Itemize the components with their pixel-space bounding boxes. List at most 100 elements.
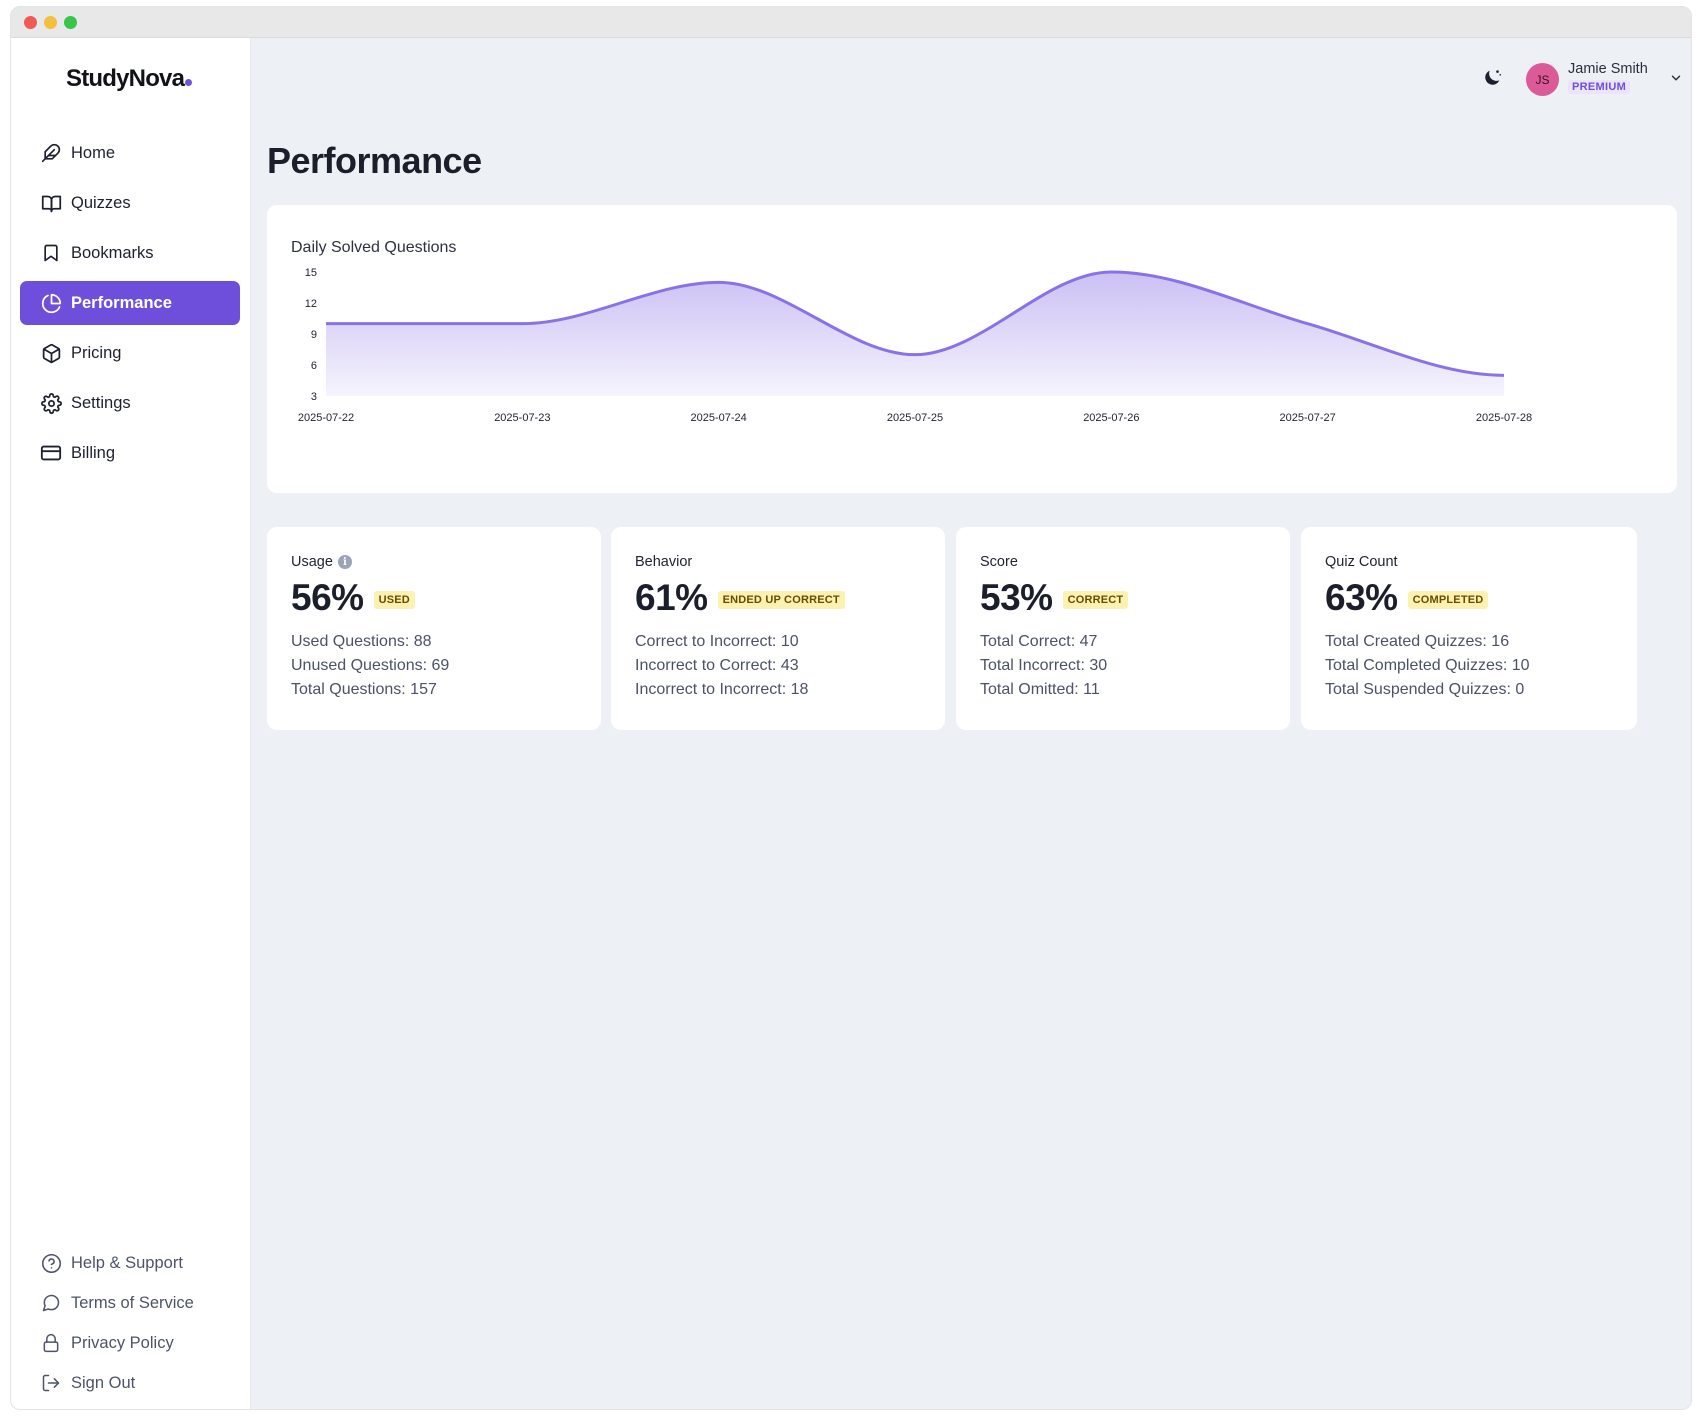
x-tick-label: 2025-07-27 xyxy=(1280,412,1336,424)
stat-line: Total Omitted: 11 xyxy=(980,681,1100,698)
stat-line: Total Completed Quizzes: 10 xyxy=(1325,657,1530,674)
bookmark-icon xyxy=(40,242,62,264)
status-badge: COMPLETED xyxy=(1407,591,1489,609)
x-tick-label: 2025-07-26 xyxy=(1083,412,1139,424)
stat-line: Total Suspended Quizzes: 0 xyxy=(1325,681,1525,698)
sidebar-item-settings[interactable]: Settings xyxy=(20,381,240,425)
stat-label-text: Score xyxy=(980,554,1018,570)
x-tick-label: 2025-07-23 xyxy=(494,412,550,424)
dark-mode-toggle-icon[interactable] xyxy=(1481,67,1505,91)
plan-badge: PREMIUM xyxy=(1568,80,1631,94)
help-circle-icon xyxy=(40,1252,62,1274)
page-title: Performance xyxy=(267,140,482,181)
stat-label: Usage i xyxy=(291,554,352,570)
stat-value: 61% xyxy=(635,577,708,618)
sidebar: StudyNova Home Quizzes Bookmarks xyxy=(11,38,251,1409)
window-titlebar xyxy=(11,7,1691,38)
stat-line: Total Correct: 47 xyxy=(980,633,1098,650)
usage-card: Usage i 56% USED Used Questions: 88 Unuse… xyxy=(267,527,601,730)
sidebar-item-label: Performance xyxy=(71,293,172,312)
stat-label: Quiz Count xyxy=(1325,554,1398,570)
feather-icon xyxy=(40,142,62,164)
chart-title: Daily Solved Questions xyxy=(291,239,457,256)
sidebar-item-bookmarks[interactable]: Bookmarks xyxy=(20,231,240,275)
sidebar-item-billing[interactable]: Billing xyxy=(20,431,240,475)
sidebar-item-label: Home xyxy=(71,143,116,162)
stat-label: Score xyxy=(980,554,1018,570)
stat-lines: Total Correct: 47 Total Incorrect: 30 To… xyxy=(980,630,1107,702)
status-badge: USED xyxy=(373,591,415,609)
sidebar-item-label: Quizzes xyxy=(71,193,131,212)
terms-of-service-link[interactable]: Terms of Service xyxy=(20,1283,240,1323)
sidebar-item-label: Billing xyxy=(71,443,116,462)
help-support-label: Help & Support xyxy=(71,1253,183,1272)
sidebar-item-label: Bookmarks xyxy=(71,243,154,262)
y-tick-label: 12 xyxy=(305,298,317,310)
sidebar-item-quizzes[interactable]: Quizzes xyxy=(20,181,240,225)
book-open-icon xyxy=(40,192,62,214)
stat-line: Used Questions: 88 xyxy=(291,633,432,650)
user-name[interactable]: Jamie Smith xyxy=(1568,61,1648,77)
x-tick-label: 2025-07-25 xyxy=(887,412,943,424)
message-circle-icon xyxy=(40,1292,62,1314)
privacy-policy-label: Privacy Policy xyxy=(71,1333,174,1352)
lock-icon xyxy=(40,1332,62,1354)
terms-of-service-label: Terms of Service xyxy=(71,1293,194,1312)
sidebar-item-label: Pricing xyxy=(71,343,122,362)
sidebar-item-home[interactable]: Home xyxy=(20,131,240,175)
stat-value: 53% xyxy=(980,577,1053,618)
avatar[interactable]: JS xyxy=(1526,63,1559,96)
maximize-window-button[interactable] xyxy=(64,16,77,29)
box-icon xyxy=(40,342,62,364)
series-line xyxy=(325,270,1505,377)
help-support-link[interactable]: Help & Support xyxy=(20,1243,240,1283)
stat-value-row: 56% USED xyxy=(291,577,415,619)
brand-logo[interactable]: StudyNova xyxy=(66,65,193,93)
app-window: StudyNova Home Quizzes Bookmarks xyxy=(10,6,1692,1410)
stat-lines: Used Questions: 88 Unused Questions: 69 … xyxy=(291,630,449,702)
info-icon[interactable]: i xyxy=(337,555,352,569)
pie-chart-icon xyxy=(40,292,62,314)
brand-dot xyxy=(185,79,193,86)
main-nav: Home Quizzes Bookmarks Performance xyxy=(20,131,240,481)
stat-line: Total Questions: 157 xyxy=(291,681,437,698)
stat-label-text: Quiz Count xyxy=(1325,554,1398,570)
stat-line: Total Created Quizzes: 16 xyxy=(1325,633,1510,650)
close-window-button[interactable] xyxy=(24,16,37,29)
privacy-policy-link[interactable]: Privacy Policy xyxy=(20,1323,240,1363)
stat-value-row: 63% COMPLETED xyxy=(1325,577,1489,619)
bottom-nav: Help & Support Terms of Service Privacy … xyxy=(20,1243,240,1403)
sign-out-icon xyxy=(40,1372,62,1394)
status-badge: CORRECT xyxy=(1062,591,1129,609)
stat-line: Correct to Incorrect: 10 xyxy=(635,633,799,650)
minimize-window-button[interactable] xyxy=(44,16,57,29)
score-card: Score 53% CORRECT Total Correct: 47 Tota… xyxy=(956,527,1290,730)
sign-out-label: Sign Out xyxy=(71,1373,136,1392)
y-tick-label: 15 xyxy=(305,267,317,279)
y-tick-label: 6 xyxy=(311,360,317,372)
stat-value: 56% xyxy=(291,577,364,618)
sidebar-item-pricing[interactable]: Pricing xyxy=(20,331,240,375)
stat-line: Unused Questions: 69 xyxy=(291,657,450,674)
stat-line: Incorrect to Correct: 43 xyxy=(635,657,799,674)
quiz-count-card: Quiz Count 63% COMPLETED Total Created Q… xyxy=(1301,527,1637,730)
stat-label-text: Usage xyxy=(291,554,333,570)
chevron-down-icon[interactable] xyxy=(1669,71,1685,87)
daily-solved-chart-card: Daily Solved Questions 3 6 9 12 15 2025-07-22… xyxy=(267,205,1677,493)
stat-value-row: 61% ENDED UP CORRECT xyxy=(635,577,845,619)
status-badge: ENDED UP CORRECT xyxy=(717,591,845,609)
credit-card-icon xyxy=(40,442,62,464)
y-tick-label: 9 xyxy=(311,329,317,341)
stat-value-row: 53% CORRECT xyxy=(980,577,1129,619)
stat-line: Incorrect to Incorrect: 18 xyxy=(635,681,809,698)
stat-label: Behavior xyxy=(635,554,692,570)
x-tick-label: 2025-07-28 xyxy=(1476,412,1532,424)
sign-out-link[interactable]: Sign Out xyxy=(20,1363,240,1403)
stat-lines: Total Created Quizzes: 16 Total Complete… xyxy=(1325,630,1530,702)
x-tick-label: 2025-07-22 xyxy=(298,412,354,424)
area-fill xyxy=(326,272,1504,396)
sidebar-item-performance[interactable]: Performance xyxy=(20,281,240,325)
area-chart: 3 6 9 12 15 2025-07-22 2025-07-23 2025-07-24 202… xyxy=(298,267,1532,424)
behavior-card: Behavior 61% ENDED UP CORRECT Correct to… xyxy=(611,527,945,730)
y-tick-label: 3 xyxy=(311,391,317,403)
